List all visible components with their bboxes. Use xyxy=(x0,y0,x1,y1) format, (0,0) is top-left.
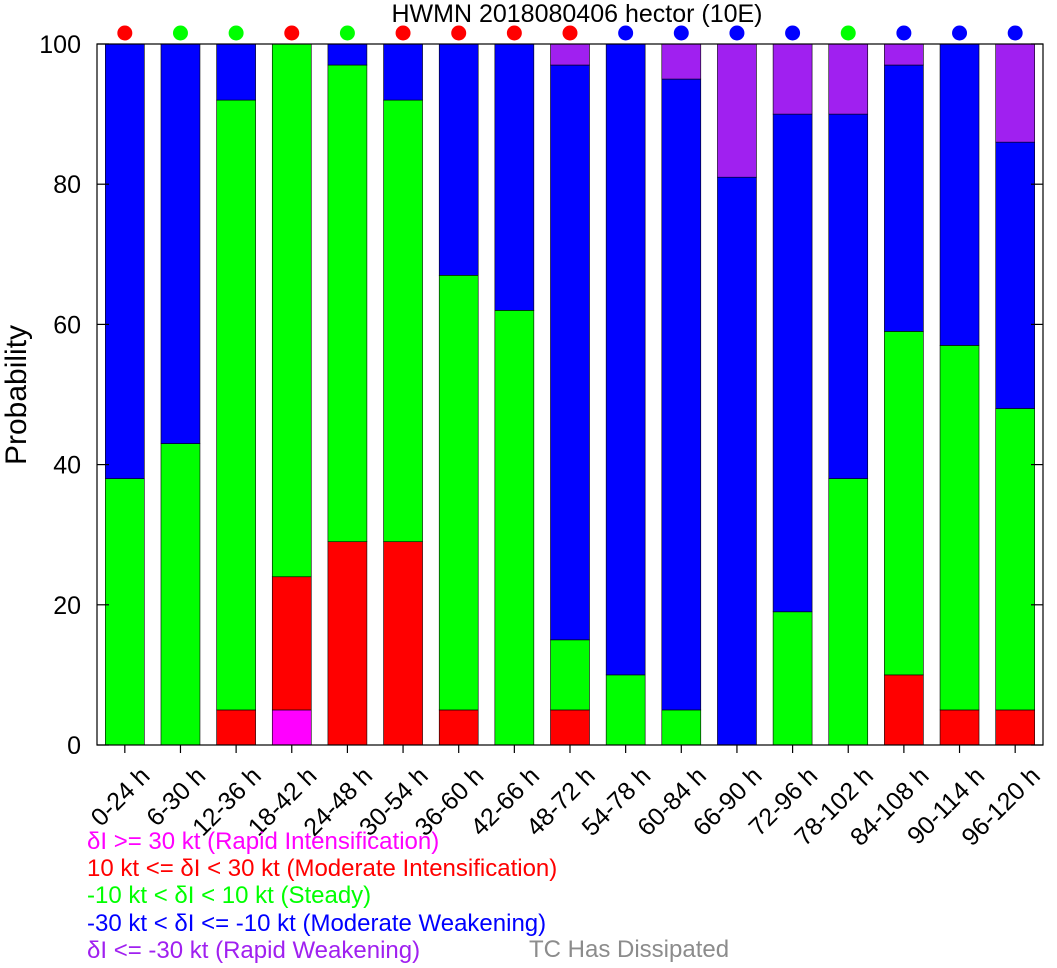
bar-segment-2-5 xyxy=(327,541,368,746)
bar-segment-4-3 xyxy=(216,43,256,101)
bar-segment-5-12 xyxy=(717,43,757,178)
bar-segment-2-3 xyxy=(216,709,256,746)
bar-segment-4-12 xyxy=(717,176,757,746)
top-marker-6 xyxy=(395,25,411,41)
bar-segment-2-7 xyxy=(438,709,479,746)
top-marker-10 xyxy=(618,25,634,41)
bar-segment-5-11 xyxy=(661,43,702,80)
bar-segment-3-14 xyxy=(828,478,869,746)
top-marker-14 xyxy=(840,25,856,41)
legend-entry-1: δI >= 30 kt (Rapid Intensification) xyxy=(87,828,440,855)
bar-segment-3-15 xyxy=(884,331,924,676)
legend-entry-2: 10 kt <= δI < 30 kt (Moderate Intensific… xyxy=(87,855,558,883)
bar-segment-1-4 xyxy=(271,709,312,746)
bar-segment-3-4 xyxy=(271,43,312,578)
bar-segment-2-17 xyxy=(995,709,1035,746)
top-marker-15 xyxy=(896,25,912,41)
top-marker-8 xyxy=(506,25,522,41)
bar-segment-4-8 xyxy=(494,43,535,311)
bar-segment-2-9 xyxy=(550,709,590,746)
legend-entry-4: -30 kt < δI <= -10 kt (Moderate Weakenin… xyxy=(87,909,547,937)
bar-segment-5-17 xyxy=(995,43,1035,143)
bar-segment-4-15 xyxy=(884,64,924,332)
bar-segment-3-8 xyxy=(494,310,535,746)
bar-segment-3-3 xyxy=(216,99,256,711)
top-marker-16 xyxy=(952,25,968,41)
bar-segment-2-16 xyxy=(939,709,980,746)
bar-segment-4-13 xyxy=(772,113,813,613)
y-tick-label-40: 40 xyxy=(53,452,81,480)
y-tick-label-80: 80 xyxy=(53,171,81,199)
bar-segment-3-6 xyxy=(383,99,423,543)
y-tick-label-60: 60 xyxy=(53,311,81,339)
bar-segment-4-9 xyxy=(550,64,590,641)
bar-segment-4-7 xyxy=(438,43,479,276)
legend-entry-3: -10 kt < δI < 10 kt (Steady) xyxy=(87,882,372,910)
bar-segment-3-2 xyxy=(160,443,201,746)
top-marker-1 xyxy=(117,25,133,41)
bar-segment-4-16 xyxy=(939,43,980,346)
bar-segment-4-6 xyxy=(383,43,423,101)
bar-segment-3-5 xyxy=(327,64,368,543)
bar-segment-3-16 xyxy=(939,345,980,711)
bar-segment-3-11 xyxy=(661,709,702,746)
bar-segment-2-4 xyxy=(271,576,312,711)
y-axis-label: Probability xyxy=(0,325,33,465)
axes xyxy=(96,43,1044,753)
chart-title: HWMN 2018080406 hector (10E) xyxy=(391,0,762,28)
y-tick-label-100: 100 xyxy=(39,31,81,59)
bar-segment-2-6 xyxy=(383,541,423,746)
bar-segment-5-15 xyxy=(884,43,924,66)
bar-segment-3-9 xyxy=(550,639,590,711)
top-marker-9 xyxy=(562,25,578,41)
bar-segment-3-10 xyxy=(605,674,646,746)
legend-entry-5: δI <= -30 kt (Rapid Weakening) xyxy=(87,936,421,964)
bar-segment-4-10 xyxy=(605,43,646,676)
top-marker-3 xyxy=(228,25,244,41)
bar-segment-3-7 xyxy=(438,275,479,711)
top-markers xyxy=(117,25,1023,41)
bar-segment-4-17 xyxy=(995,141,1035,409)
bar-segment-5-14 xyxy=(828,43,869,115)
bar-segment-3-13 xyxy=(772,611,813,746)
y-tick-labels: 0 20 40 60 80 100 xyxy=(39,31,81,760)
y-tick-label-0: 0 xyxy=(67,732,81,760)
bar-segment-3-1 xyxy=(105,478,145,746)
bar-segment-4-1 xyxy=(105,43,145,479)
x-tick-label-1: 0-24 h xyxy=(86,762,156,832)
bar-segment-5-9 xyxy=(550,43,590,66)
bars-layer xyxy=(105,43,1035,746)
top-marker-13 xyxy=(785,25,801,41)
bar-segment-5-13 xyxy=(772,43,813,115)
top-marker-2 xyxy=(172,25,188,41)
bar-segment-3-17 xyxy=(995,408,1035,711)
dissipated-label: TC Has Dissipated xyxy=(529,936,730,963)
bar-segment-4-2 xyxy=(160,43,201,444)
y-tick-label-20: 20 xyxy=(53,592,81,620)
top-marker-5 xyxy=(339,25,355,41)
bar-segment-2-15 xyxy=(884,674,924,746)
top-marker-11 xyxy=(673,25,689,41)
top-marker-17 xyxy=(1007,25,1023,41)
top-marker-12 xyxy=(729,25,745,41)
bar-segment-4-14 xyxy=(828,113,869,479)
top-marker-4 xyxy=(284,25,300,41)
bar-segment-4-11 xyxy=(661,78,702,711)
top-marker-7 xyxy=(451,25,467,41)
bar-segment-4-5 xyxy=(327,43,368,66)
